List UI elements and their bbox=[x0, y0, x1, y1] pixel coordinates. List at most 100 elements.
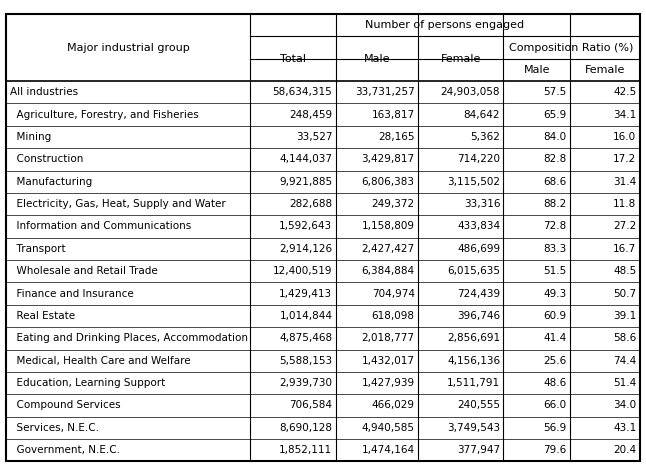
Text: 724,439: 724,439 bbox=[457, 288, 500, 299]
Text: 39.1: 39.1 bbox=[613, 311, 636, 321]
Text: 33,731,257: 33,731,257 bbox=[355, 87, 415, 97]
Text: 248,459: 248,459 bbox=[289, 110, 333, 120]
Text: 68.6: 68.6 bbox=[543, 177, 567, 187]
Text: 16.7: 16.7 bbox=[613, 244, 636, 254]
Text: 48.6: 48.6 bbox=[543, 378, 567, 388]
Text: 34.1: 34.1 bbox=[613, 110, 636, 120]
Text: 1,852,111: 1,852,111 bbox=[279, 445, 333, 455]
Text: Manufacturing: Manufacturing bbox=[10, 177, 92, 187]
Text: 1,427,939: 1,427,939 bbox=[362, 378, 415, 388]
Text: Transport: Transport bbox=[10, 244, 65, 254]
Text: 49.3: 49.3 bbox=[543, 288, 567, 299]
Text: 4,144,037: 4,144,037 bbox=[280, 154, 333, 164]
Text: 249,372: 249,372 bbox=[371, 199, 415, 209]
Text: Finance and Insurance: Finance and Insurance bbox=[10, 288, 134, 299]
Text: Male: Male bbox=[364, 54, 390, 64]
Text: 25.6: 25.6 bbox=[543, 356, 567, 366]
Text: 84.0: 84.0 bbox=[543, 132, 567, 142]
Text: 82.8: 82.8 bbox=[543, 154, 567, 164]
Text: Total: Total bbox=[280, 54, 306, 64]
Text: 4,156,136: 4,156,136 bbox=[447, 356, 500, 366]
Text: 3,115,502: 3,115,502 bbox=[447, 177, 500, 187]
Text: Services, N.E.C.: Services, N.E.C. bbox=[10, 423, 99, 433]
Text: 66.0: 66.0 bbox=[543, 400, 567, 411]
Text: 8,690,128: 8,690,128 bbox=[280, 423, 333, 433]
Text: Female: Female bbox=[441, 54, 481, 64]
Text: 2,914,126: 2,914,126 bbox=[279, 244, 333, 254]
Text: 60.9: 60.9 bbox=[543, 311, 567, 321]
Text: 33,316: 33,316 bbox=[464, 199, 500, 209]
Text: Wholesale and Retail Trade: Wholesale and Retail Trade bbox=[10, 266, 158, 276]
Text: Electricity, Gas, Heat, Supply and Water: Electricity, Gas, Heat, Supply and Water bbox=[10, 199, 225, 209]
Text: 2,939,730: 2,939,730 bbox=[280, 378, 333, 388]
Text: 72.8: 72.8 bbox=[543, 221, 567, 232]
Text: Education, Learning Support: Education, Learning Support bbox=[10, 378, 165, 388]
Text: 2,427,427: 2,427,427 bbox=[362, 244, 415, 254]
Text: 84,642: 84,642 bbox=[464, 110, 500, 120]
Text: Information and Communications: Information and Communications bbox=[10, 221, 191, 232]
Text: 56.9: 56.9 bbox=[543, 423, 567, 433]
Text: 704,974: 704,974 bbox=[371, 288, 415, 299]
Text: 2,018,777: 2,018,777 bbox=[362, 333, 415, 343]
Text: Major industrial group: Major industrial group bbox=[67, 42, 190, 53]
Text: Number of persons engaged: Number of persons engaged bbox=[365, 20, 525, 30]
Text: 58.6: 58.6 bbox=[613, 333, 636, 343]
Text: 282,688: 282,688 bbox=[289, 199, 333, 209]
Text: 1,432,017: 1,432,017 bbox=[362, 356, 415, 366]
Text: 41.4: 41.4 bbox=[543, 333, 567, 343]
Text: 43.1: 43.1 bbox=[613, 423, 636, 433]
Text: 9,921,885: 9,921,885 bbox=[279, 177, 333, 187]
Text: 618,098: 618,098 bbox=[371, 311, 415, 321]
Text: 377,947: 377,947 bbox=[457, 445, 500, 455]
Text: Medical, Health Care and Welfare: Medical, Health Care and Welfare bbox=[10, 356, 191, 366]
Text: Construction: Construction bbox=[10, 154, 83, 164]
Text: Mining: Mining bbox=[10, 132, 51, 142]
Text: 486,699: 486,699 bbox=[457, 244, 500, 254]
Text: 163,817: 163,817 bbox=[371, 110, 415, 120]
Text: 24,903,058: 24,903,058 bbox=[441, 87, 500, 97]
Text: 50.7: 50.7 bbox=[613, 288, 636, 299]
Text: 6,806,383: 6,806,383 bbox=[362, 177, 415, 187]
Text: 466,029: 466,029 bbox=[371, 400, 415, 411]
Text: 51.5: 51.5 bbox=[543, 266, 567, 276]
Text: 240,555: 240,555 bbox=[457, 400, 500, 411]
Text: 6,015,635: 6,015,635 bbox=[447, 266, 500, 276]
Text: 1,429,413: 1,429,413 bbox=[279, 288, 333, 299]
Text: Composition Ratio (%): Composition Ratio (%) bbox=[509, 42, 634, 53]
Text: 83.3: 83.3 bbox=[543, 244, 567, 254]
Text: 4,875,468: 4,875,468 bbox=[279, 333, 333, 343]
Text: 17.2: 17.2 bbox=[613, 154, 636, 164]
Text: 1,014,844: 1,014,844 bbox=[280, 311, 333, 321]
Text: Real Estate: Real Estate bbox=[10, 311, 75, 321]
Text: 3,749,543: 3,749,543 bbox=[447, 423, 500, 433]
Text: 65.9: 65.9 bbox=[543, 110, 567, 120]
Text: 48.5: 48.5 bbox=[613, 266, 636, 276]
Text: 1,474,164: 1,474,164 bbox=[362, 445, 415, 455]
Text: 4,940,585: 4,940,585 bbox=[362, 423, 415, 433]
Text: 27.2: 27.2 bbox=[613, 221, 636, 232]
Text: 16.0: 16.0 bbox=[613, 132, 636, 142]
Text: 33,527: 33,527 bbox=[296, 132, 333, 142]
Text: 433,834: 433,834 bbox=[457, 221, 500, 232]
Text: 58,634,315: 58,634,315 bbox=[273, 87, 333, 97]
Text: 706,584: 706,584 bbox=[289, 400, 333, 411]
Text: 1,592,643: 1,592,643 bbox=[279, 221, 333, 232]
Text: 28,165: 28,165 bbox=[378, 132, 415, 142]
Text: 3,429,817: 3,429,817 bbox=[362, 154, 415, 164]
Text: 2,856,691: 2,856,691 bbox=[447, 333, 500, 343]
Text: 57.5: 57.5 bbox=[543, 87, 567, 97]
Text: 714,220: 714,220 bbox=[457, 154, 500, 164]
Text: 1,511,791: 1,511,791 bbox=[447, 378, 500, 388]
Text: 5,362: 5,362 bbox=[470, 132, 500, 142]
Text: 42.5: 42.5 bbox=[613, 87, 636, 97]
Text: 51.4: 51.4 bbox=[613, 378, 636, 388]
Text: Female: Female bbox=[585, 65, 625, 75]
Text: 74.4: 74.4 bbox=[613, 356, 636, 366]
Text: 396,746: 396,746 bbox=[457, 311, 500, 321]
Text: 1,158,809: 1,158,809 bbox=[362, 221, 415, 232]
Text: 12,400,519: 12,400,519 bbox=[273, 266, 333, 276]
Text: 5,588,153: 5,588,153 bbox=[279, 356, 333, 366]
Text: 6,384,884: 6,384,884 bbox=[362, 266, 415, 276]
Text: 34.0: 34.0 bbox=[613, 400, 636, 411]
Text: Government, N.E.C.: Government, N.E.C. bbox=[10, 445, 120, 455]
